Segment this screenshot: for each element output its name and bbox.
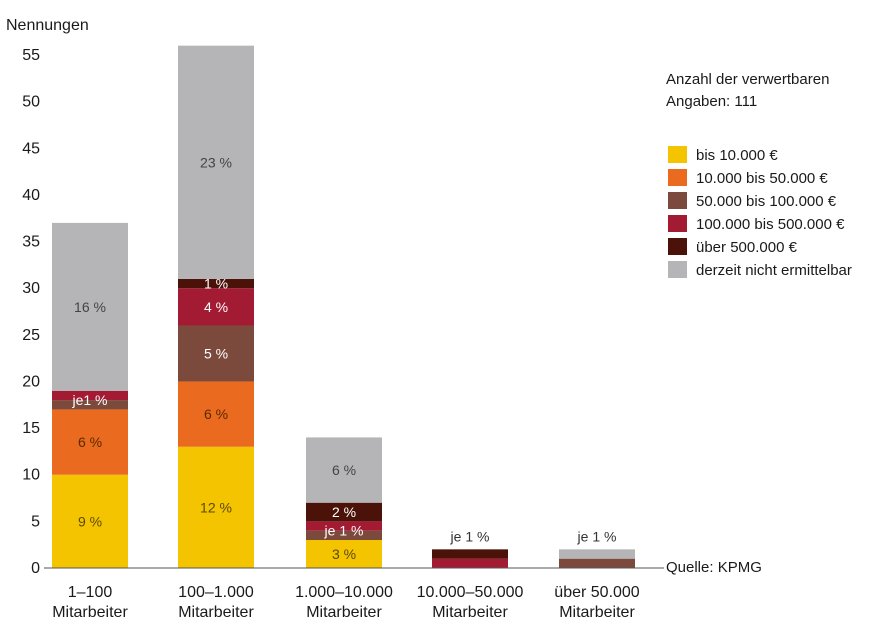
legend-label: 10.000 bis 50.000 € xyxy=(696,170,828,187)
x-tick-label: 1.000–10.000 xyxy=(295,584,393,601)
data-label: 6 % xyxy=(332,462,356,478)
legend-swatch xyxy=(668,215,687,232)
data-label: 6 % xyxy=(78,434,102,450)
bar-segment xyxy=(432,549,508,559)
bar-segment xyxy=(559,549,635,559)
source-note: Quelle: KPMG xyxy=(666,559,762,576)
bar-segment xyxy=(306,540,382,568)
legend-note: Anzahl der verwertbaren Angaben: 111 xyxy=(666,71,829,110)
y-axis-label: Nennungen xyxy=(6,17,89,34)
data-label: je1 % xyxy=(71,392,107,408)
bar-segment xyxy=(178,278,254,289)
x-tick-label: Mitarbeiter xyxy=(432,604,508,621)
x-axis-labels: 1–100 Mitarbeiter 100–1.000 Mitarbeiter 1.00… xyxy=(52,584,640,621)
y-tick-label: 10 xyxy=(22,467,40,484)
bar-segment xyxy=(306,530,382,541)
x-tick-label: 100–1.000 xyxy=(178,584,254,601)
x-tick-label: Mitarbeiter xyxy=(559,604,635,621)
data-label: 23 % xyxy=(200,154,232,170)
y-tick-label: 5 xyxy=(31,513,40,530)
bar-segment xyxy=(52,474,128,568)
legend-label: derzeit nicht ermittelbar xyxy=(696,262,852,279)
legend-label: über 500.000 € xyxy=(696,239,798,256)
data-label: 12 % xyxy=(200,499,232,515)
y-tick-label: 25 xyxy=(22,327,40,344)
bar-segment xyxy=(178,45,254,279)
legend-swatch xyxy=(668,192,687,209)
data-label: je 1 % xyxy=(324,523,364,539)
x-tick-label: 10.000–50.000 xyxy=(417,584,524,601)
data-label: je 1 % xyxy=(450,528,490,544)
legend-swatch xyxy=(668,169,687,186)
x-tick-label: Mitarbeiter xyxy=(178,604,254,621)
bar-segment xyxy=(178,446,254,568)
data-label: 1 % xyxy=(204,276,228,292)
legend-label: 50.000 bis 100.000 € xyxy=(696,193,837,210)
y-tick-label: 30 xyxy=(22,280,40,297)
y-tick-label: 55 xyxy=(22,47,40,64)
data-label: 5 % xyxy=(204,345,228,361)
data-label: 3 % xyxy=(332,546,356,562)
bar-segment xyxy=(559,558,635,568)
legend-swatch xyxy=(668,146,687,163)
bar-segment xyxy=(52,400,128,410)
y-tick-label: 15 xyxy=(22,420,40,437)
data-label: 9 % xyxy=(78,513,102,529)
y-axis-ticks: 0 5 10 15 20 25 30 35 40 45 50 55 xyxy=(22,47,40,577)
y-tick-label: 0 xyxy=(31,560,40,577)
bar-segment xyxy=(178,381,254,447)
x-tick-label: 1–100 xyxy=(68,584,113,601)
x-tick-label: über 50.000 xyxy=(554,584,640,601)
x-tick-label: Mitarbeiter xyxy=(52,604,128,621)
bar-segment xyxy=(306,521,382,531)
bar-segment xyxy=(178,325,254,382)
bar-segment xyxy=(432,558,508,568)
y-tick-label: 40 xyxy=(22,187,40,204)
legend-swatch xyxy=(668,261,687,278)
x-tick-label: Mitarbeiter xyxy=(306,604,382,621)
y-tick-label: 50 xyxy=(22,94,40,111)
data-label: 4 % xyxy=(204,299,228,315)
data-label: je 1 % xyxy=(577,528,617,544)
y-tick-label: 20 xyxy=(22,373,40,390)
bar-segment xyxy=(52,222,128,391)
data-label: 2 % xyxy=(332,504,356,520)
legend-items: bis 10.000 € 10.000 bis 50.000 € 50.000 bi… xyxy=(668,146,852,279)
legend: Anzahl der verwertbaren Angaben: 111 bis … xyxy=(666,71,852,279)
y-tick-label: 45 xyxy=(22,140,40,157)
legend-label: bis 10.000 € xyxy=(696,147,778,164)
bar-segment xyxy=(52,409,128,475)
bar-annotations: 9 % 6 % je1 % 16 % 12 % 6 % 5 % 4 % 1 % 23 % 3 % je… xyxy=(71,154,616,562)
legend-label: 100.000 bis 500.000 € xyxy=(696,216,845,233)
legend-swatch xyxy=(668,238,687,255)
bar-segment xyxy=(306,437,382,503)
y-tick-label: 35 xyxy=(22,234,40,251)
bars xyxy=(52,45,635,568)
bar-segment xyxy=(178,288,254,326)
bar-segment xyxy=(306,502,382,522)
bar-segment xyxy=(52,390,128,401)
data-label: 16 % xyxy=(74,299,106,315)
data-label: 6 % xyxy=(204,406,228,422)
